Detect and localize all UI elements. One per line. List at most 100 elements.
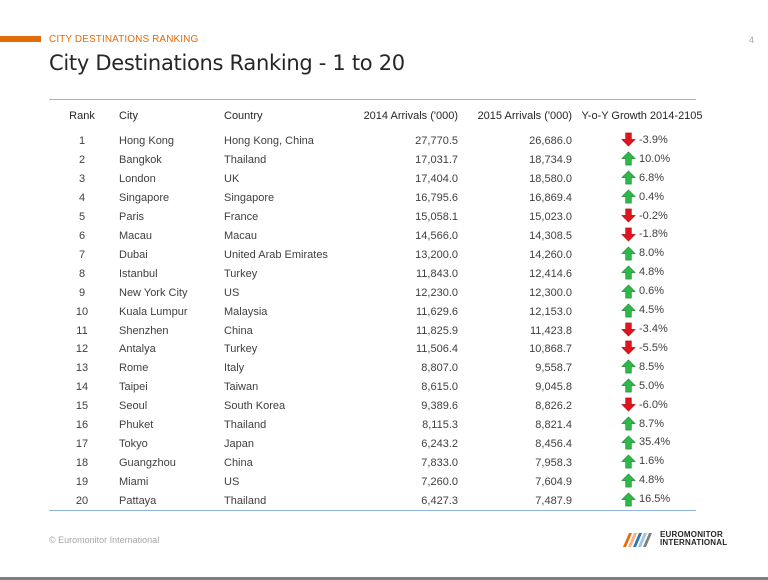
cell-rank: 13 bbox=[75, 362, 89, 375]
cell-growth: -1.8% bbox=[576, 227, 708, 246]
cell-arrivals-2014: 8,115.3 bbox=[422, 419, 458, 432]
cell-country: China bbox=[224, 324, 253, 337]
table-row: 4 Singapore Singapore 16,795.6 16,869.4 0.4% bbox=[49, 189, 708, 208]
growth-value: -0.2% bbox=[639, 209, 668, 222]
table-bottom-rule bbox=[49, 510, 696, 512]
green-up-arrow-icon bbox=[621, 473, 636, 488]
red-down-arrow-icon bbox=[621, 397, 636, 412]
cell-growth: 0.6% bbox=[576, 283, 708, 302]
cell-country: France bbox=[224, 211, 259, 224]
cell-rank: 15 bbox=[75, 400, 89, 413]
cell-country: United Arab Emirates bbox=[224, 248, 328, 261]
ranking-table-container: Rank City Country 2014 Arrivals ('000) 2… bbox=[49, 99, 703, 512]
cell-city: Seoul bbox=[119, 400, 148, 413]
cell-growth: 8.0% bbox=[576, 245, 708, 264]
green-up-arrow-icon bbox=[621, 435, 636, 450]
table-row: 20 Pattaya Thailand 6,427.3 7,487.9 16.5% bbox=[49, 491, 708, 510]
cell-growth: 6.8% bbox=[576, 170, 708, 189]
cell-city: Shenzhen bbox=[119, 324, 169, 337]
cell-country: Turkey bbox=[224, 343, 258, 356]
cell-arrivals-2015: 12,300.0 bbox=[529, 286, 572, 299]
growth-value: 5.0% bbox=[639, 379, 665, 392]
table-body: 1 Hong Kong Hong Kong, China 27,770.5 26,686… bbox=[49, 132, 708, 510]
table-row: 8 Istanbul Turkey 11,843.0 12,414.6 4.8% bbox=[49, 264, 708, 283]
cell-city: Guangzhou bbox=[119, 456, 176, 469]
cell-country: Italy bbox=[224, 362, 245, 375]
cell-growth: -3.9% bbox=[576, 132, 708, 151]
table-row: 17 Tokyo Japan 6,243.2 8,456.4 35.4% bbox=[49, 435, 708, 454]
cell-growth: -6.0% bbox=[576, 397, 708, 416]
cell-rank: 10 bbox=[75, 305, 89, 318]
growth-value: -1.8% bbox=[639, 228, 668, 241]
growth-value: -6.0% bbox=[639, 398, 668, 411]
table-row: 18 Guangzhou China 7,833.0 7,958.3 1.6% bbox=[49, 453, 708, 472]
growth-value: 10.0% bbox=[639, 152, 671, 165]
red-down-arrow-icon bbox=[621, 322, 636, 337]
cell-city: Paris bbox=[119, 211, 145, 224]
table-row: 1 Hong Kong Hong Kong, China 27,770.5 26,686… bbox=[49, 132, 708, 151]
cell-arrivals-2015: 7,958.3 bbox=[535, 456, 572, 469]
cell-country: US bbox=[224, 286, 240, 299]
cell-growth: 4.5% bbox=[576, 302, 708, 321]
table-row: 3 London UK 17,404.0 18,580.0 6.8% bbox=[49, 170, 708, 189]
cell-rank: 20 bbox=[75, 494, 89, 507]
cell-rank: 16 bbox=[75, 419, 89, 432]
table-row: 7 Dubai United Arab Emirates 13,200.0 14,260… bbox=[49, 245, 708, 264]
cell-country: Macau bbox=[224, 229, 258, 242]
cell-country: Singapore bbox=[224, 192, 275, 205]
cell-arrivals-2014: 13,200.0 bbox=[415, 248, 458, 261]
table-row: 15 Seoul South Korea 9,389.6 8,826.2 -6.0% bbox=[49, 397, 708, 416]
euromonitor-logo: EUROMONITOR INTERNATIONAL bbox=[621, 531, 727, 547]
growth-value: 0.4% bbox=[639, 190, 665, 203]
table-row: 14 Taipei Taiwan 8,615.0 9,045.8 5.0% bbox=[49, 378, 708, 397]
cell-arrivals-2014: 11,506.4 bbox=[415, 343, 458, 356]
cell-arrivals-2014: 6,427.3 bbox=[421, 494, 458, 507]
cell-rank: 14 bbox=[75, 381, 89, 394]
cell-city: Macau bbox=[119, 229, 153, 242]
table-top-rule bbox=[49, 99, 696, 100]
cell-arrivals-2015: 9,045.8 bbox=[535, 381, 572, 394]
green-up-arrow-icon bbox=[621, 151, 636, 166]
cell-arrivals-2015: 12,414.6 bbox=[529, 267, 572, 280]
cell-arrivals-2014: 16,795.6 bbox=[415, 192, 458, 205]
cell-arrivals-2014: 17,404.0 bbox=[415, 173, 458, 186]
cell-arrivals-2015: 8,456.4 bbox=[535, 437, 572, 450]
cell-rank: 8 bbox=[78, 267, 86, 280]
cell-country: UK bbox=[224, 173, 240, 186]
cell-city: Hong Kong bbox=[119, 135, 175, 148]
ranking-table: Rank City Country 2014 Arrivals ('000) 2… bbox=[49, 100, 708, 510]
cell-arrivals-2015: 10,868.7 bbox=[529, 343, 572, 356]
cell-country: Hong Kong, China bbox=[224, 135, 314, 148]
cell-arrivals-2015: 14,260.0 bbox=[529, 248, 572, 261]
cell-arrivals-2015: 14,308.5 bbox=[529, 229, 572, 242]
cell-arrivals-2015: 8,826.2 bbox=[535, 400, 572, 413]
cell-arrivals-2015: 18,734.9 bbox=[529, 154, 572, 167]
cell-arrivals-2014: 7,833.0 bbox=[421, 456, 458, 469]
cell-rank: 7 bbox=[78, 248, 86, 261]
table-row: 12 Antalya Turkey 11,506.4 10,868.7 -5.5% bbox=[49, 340, 708, 359]
cell-city: Kuala Lumpur bbox=[119, 305, 188, 318]
table-row: 6 Macau Macau 14,566.0 14,308.5 -1.8% bbox=[49, 227, 708, 246]
table-header-row: Rank City Country 2014 Arrivals ('000) 2… bbox=[49, 100, 708, 132]
green-up-arrow-icon bbox=[621, 378, 636, 393]
cell-growth: 1.6% bbox=[576, 453, 708, 472]
growth-value: 4.8% bbox=[639, 266, 665, 279]
col-header-arrivals-2014: 2014 Arrivals ('000) bbox=[363, 110, 458, 122]
cell-rank: 12 bbox=[75, 343, 89, 356]
cell-growth: 10.0% bbox=[576, 151, 708, 170]
table-row: 13 Rome Italy 8,807.0 9,558.7 8.5% bbox=[49, 359, 708, 378]
cell-arrivals-2015: 18,580.0 bbox=[529, 173, 572, 186]
cell-city: Tokyo bbox=[119, 437, 148, 450]
cell-city: Phuket bbox=[119, 419, 154, 432]
growth-value: 0.6% bbox=[639, 285, 665, 298]
cell-arrivals-2014: 11,825.9 bbox=[415, 324, 458, 337]
green-up-arrow-icon bbox=[621, 303, 636, 318]
green-up-arrow-icon bbox=[621, 492, 636, 507]
cell-arrivals-2014: 15,058.1 bbox=[415, 211, 458, 224]
col-header-rank: Rank bbox=[69, 110, 95, 122]
green-up-arrow-icon bbox=[621, 246, 636, 261]
cell-arrivals-2015: 7,487.9 bbox=[535, 494, 572, 507]
growth-value: -5.5% bbox=[639, 341, 668, 354]
cell-rank: 3 bbox=[78, 173, 86, 186]
table-row: 16 Phuket Thailand 8,115.3 8,821.4 8.7% bbox=[49, 416, 708, 435]
